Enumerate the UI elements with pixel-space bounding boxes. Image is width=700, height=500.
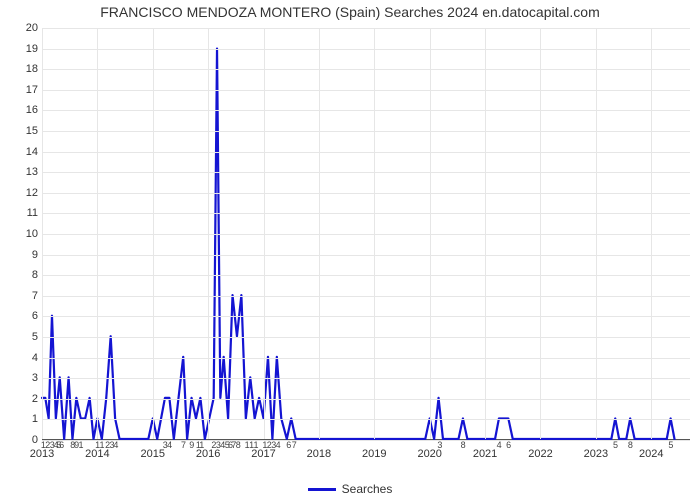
grid-h xyxy=(42,440,690,441)
grid-v xyxy=(42,28,43,439)
x-tick-major: 2024 xyxy=(639,448,663,460)
grid-h xyxy=(42,296,690,297)
x-tick-minor: 4 xyxy=(167,440,172,450)
grid-v xyxy=(153,28,154,439)
grid-v xyxy=(208,28,209,439)
grid-h xyxy=(42,419,690,420)
y-tick-label: 11 xyxy=(10,207,38,219)
grid-h xyxy=(42,49,690,50)
x-tick-major: 2015 xyxy=(141,448,165,460)
grid-h xyxy=(42,69,690,70)
y-tick-label: 2 xyxy=(10,393,38,405)
x-tick-minor: 1 xyxy=(254,440,259,450)
x-tick-major: 2019 xyxy=(362,448,386,460)
y-tick-label: 3 xyxy=(10,372,38,384)
grid-v xyxy=(596,28,597,439)
x-tick-major: 2021 xyxy=(473,448,497,460)
y-tick-label: 19 xyxy=(10,43,38,55)
y-tick-label: 16 xyxy=(10,104,38,116)
grid-h xyxy=(42,316,690,317)
x-tick-minor: 4 xyxy=(497,440,502,450)
x-tick-minor: 8 xyxy=(461,440,466,450)
x-tick-major: 2018 xyxy=(307,448,331,460)
grid-h xyxy=(42,358,690,359)
y-tick-label: 10 xyxy=(10,228,38,240)
y-tick-label: 8 xyxy=(10,269,38,281)
grid-h xyxy=(42,213,690,214)
legend-label: Searches xyxy=(342,482,393,496)
x-tick-minor: 6 xyxy=(59,440,64,450)
y-tick-label: 20 xyxy=(10,22,38,34)
y-tick-label: 17 xyxy=(10,84,38,96)
grid-h xyxy=(42,152,690,153)
grid-h xyxy=(42,172,690,173)
x-tick-minor: 7 xyxy=(292,440,297,450)
plot-area xyxy=(42,28,690,440)
y-tick-label: 0 xyxy=(10,434,38,446)
y-tick-label: 4 xyxy=(10,352,38,364)
grid-h xyxy=(42,255,690,256)
y-tick-label: 13 xyxy=(10,166,38,178)
grid-v xyxy=(540,28,541,439)
y-tick-label: 12 xyxy=(10,187,38,199)
grid-h xyxy=(42,90,690,91)
x-tick-minor: 8 xyxy=(236,440,241,450)
grid-v xyxy=(97,28,98,439)
searches-chart: FRANCISCO MENDOZA MONTERO (Spain) Search… xyxy=(0,0,700,500)
grid-h xyxy=(42,131,690,132)
grid-h xyxy=(42,234,690,235)
y-tick-label: 6 xyxy=(10,310,38,322)
x-tick-minor: 7 xyxy=(181,440,186,450)
legend: Searches xyxy=(0,481,700,496)
grid-v xyxy=(485,28,486,439)
x-tick-minor: 1 xyxy=(79,440,84,450)
x-tick-minor: 1 xyxy=(100,440,105,450)
x-tick-minor: 1 xyxy=(199,440,204,450)
chart-title: FRANCISCO MENDOZA MONTERO (Spain) Search… xyxy=(0,4,700,20)
x-tick-minor: 9 xyxy=(189,440,194,450)
x-tick-minor: 4 xyxy=(276,440,281,450)
x-tick-major: 2023 xyxy=(584,448,608,460)
x-tick-minor: 3 xyxy=(437,440,442,450)
grid-h xyxy=(42,399,690,400)
x-tick-minor: 6 xyxy=(506,440,511,450)
x-tick-minor: 4 xyxy=(113,440,118,450)
x-tick-major: 2022 xyxy=(528,448,552,460)
x-tick-minor: 6 xyxy=(286,440,291,450)
x-tick-minor: 5 xyxy=(668,440,673,450)
grid-h xyxy=(42,28,690,29)
y-tick-label: 5 xyxy=(10,331,38,343)
legend-swatch xyxy=(308,488,336,491)
grid-v xyxy=(374,28,375,439)
y-tick-label: 1 xyxy=(10,413,38,425)
x-tick-minor: 5 xyxy=(613,440,618,450)
y-tick-label: 7 xyxy=(10,290,38,302)
y-tick-label: 18 xyxy=(10,63,38,75)
grid-h xyxy=(42,275,690,276)
y-tick-label: 9 xyxy=(10,249,38,261)
grid-v xyxy=(264,28,265,439)
grid-h xyxy=(42,378,690,379)
grid-h xyxy=(42,193,690,194)
grid-v xyxy=(651,28,652,439)
y-tick-label: 15 xyxy=(10,125,38,137)
grid-h xyxy=(42,337,690,338)
y-tick-label: 14 xyxy=(10,146,38,158)
x-tick-minor: 8 xyxy=(628,440,633,450)
grid-v xyxy=(430,28,431,439)
grid-v xyxy=(319,28,320,439)
grid-h xyxy=(42,110,690,111)
